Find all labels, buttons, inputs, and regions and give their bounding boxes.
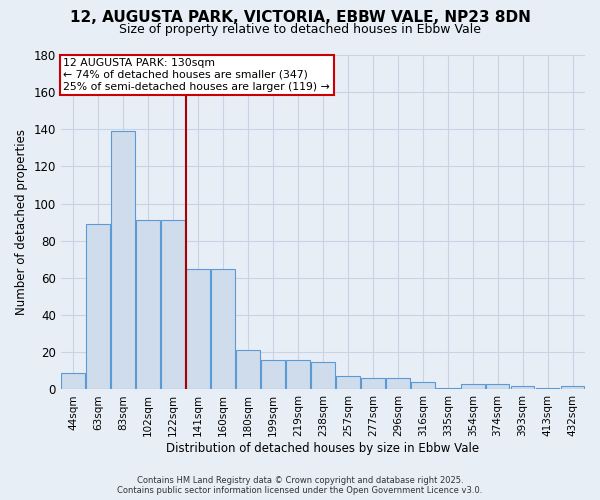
Bar [161, 220, 185, 390]
Bar [336, 376, 360, 390]
Bar [560, 386, 584, 390]
Bar [186, 268, 210, 390]
Bar [436, 388, 460, 390]
Text: Size of property relative to detached houses in Ebbw Vale: Size of property relative to detached ho… [119, 22, 481, 36]
Bar [511, 386, 535, 390]
Bar [86, 224, 110, 390]
Bar [461, 384, 485, 390]
Bar [236, 350, 260, 390]
X-axis label: Distribution of detached houses by size in Ebbw Vale: Distribution of detached houses by size … [166, 442, 479, 455]
Text: Contains HM Land Registry data © Crown copyright and database right 2025.
Contai: Contains HM Land Registry data © Crown c… [118, 476, 482, 495]
Text: 12, AUGUSTA PARK, VICTORIA, EBBW VALE, NP23 8DN: 12, AUGUSTA PARK, VICTORIA, EBBW VALE, N… [70, 10, 530, 25]
Bar [286, 360, 310, 390]
Bar [411, 382, 434, 390]
Bar [311, 362, 335, 390]
Bar [386, 378, 410, 390]
Bar [486, 384, 509, 390]
Bar [361, 378, 385, 390]
Y-axis label: Number of detached properties: Number of detached properties [15, 129, 28, 315]
Bar [261, 360, 285, 390]
Bar [536, 388, 559, 390]
Bar [211, 268, 235, 390]
Text: 12 AUGUSTA PARK: 130sqm
← 74% of detached houses are smaller (347)
25% of semi-d: 12 AUGUSTA PARK: 130sqm ← 74% of detache… [64, 58, 330, 92]
Bar [112, 131, 135, 390]
Bar [136, 220, 160, 390]
Bar [61, 372, 85, 390]
